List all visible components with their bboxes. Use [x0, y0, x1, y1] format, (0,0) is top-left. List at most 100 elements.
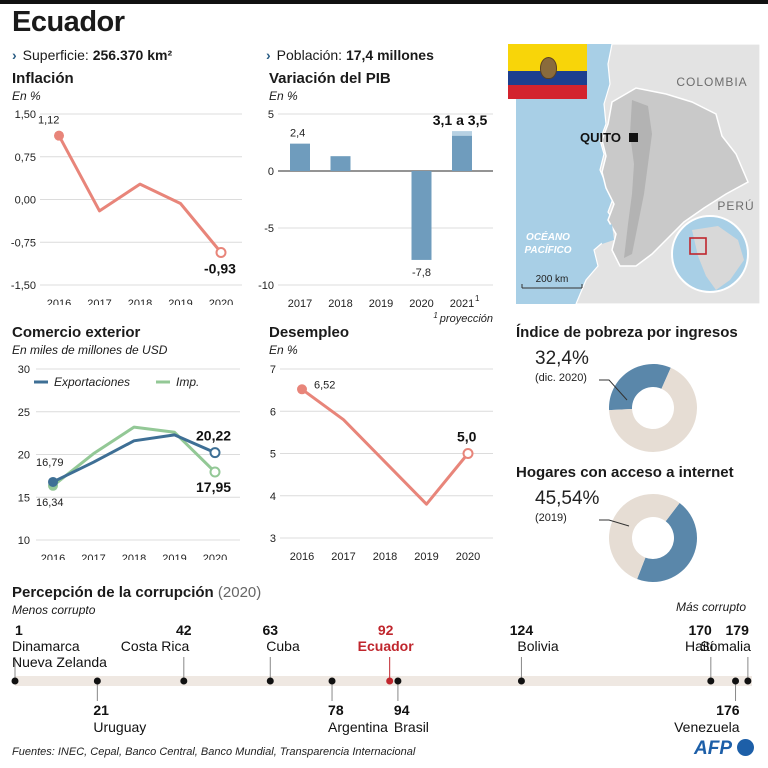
- x-tick-label: 2018: [373, 551, 397, 560]
- internet-title: Hogares con acceso a internet: [516, 464, 734, 481]
- flag-red-band: [508, 85, 587, 99]
- y-tick-label: -5: [264, 223, 274, 235]
- exports-label-last: 20,22: [196, 428, 231, 444]
- inflacion-point-last: [215, 247, 227, 259]
- pib-bar-2021: [452, 135, 472, 171]
- locator-box: [689, 237, 707, 255]
- rank-dot-42: [180, 677, 188, 685]
- desempleo-title: Desempleo: [269, 324, 350, 341]
- desempleo-unit: En %: [269, 343, 298, 357]
- country-label: Bolivia: [517, 638, 558, 654]
- y-tick-label: 5: [270, 449, 276, 461]
- desempleo-label-first: 6,52: [314, 379, 335, 391]
- internet-value-label: 45,54%: [535, 488, 600, 509]
- page-title: Ecuador: [12, 6, 125, 38]
- x-tick-label: 2018: [122, 553, 146, 560]
- pobreza-leader-line: [599, 379, 628, 401]
- country-label: Ecuador: [358, 638, 415, 654]
- x-tick-label: 2017: [81, 553, 105, 560]
- rank-dot-63: [266, 677, 274, 685]
- y-tick-label: 7: [270, 364, 276, 376]
- y-tick-label: 10: [18, 535, 30, 547]
- legend-exports-label: Exportaciones: [54, 375, 130, 389]
- country-label: Argentina: [328, 719, 388, 735]
- rank-dot-21: [93, 677, 101, 685]
- inflacion-chart: 1,50 0,75 0,00 -0,75 -1,50 2016 2017 2018 2019 20…: [11, 109, 242, 305]
- comercio-unit: En miles de millones de USD: [12, 343, 168, 357]
- country-label: Cuba: [266, 638, 300, 654]
- x-tick-label: 2020: [456, 551, 480, 560]
- y-tick-label: 6: [270, 406, 276, 418]
- peru-label: PERÚ: [717, 198, 754, 213]
- internet-chart: 45,54% (2019): [535, 488, 697, 582]
- rank-label-92: 92: [378, 622, 394, 638]
- corruption-title-text: Percepción de la corrupción: [12, 584, 214, 601]
- y-tick-label: 15: [18, 492, 30, 504]
- pib-projection-band: [452, 131, 472, 136]
- country-label: Brasil: [394, 719, 429, 735]
- y-tick-label: 0,75: [15, 152, 36, 164]
- pobreza-title: Índice de pobreza por ingresos: [516, 324, 738, 341]
- x-tick-label: 2017: [87, 298, 111, 305]
- legend-imports-label: Imp.: [176, 375, 199, 389]
- poblacion-value: 17,4 millones: [345, 47, 434, 63]
- x-tick-label: 2019: [168, 298, 192, 305]
- chevron-right-icon: ›: [266, 47, 271, 63]
- imports-point-last: [209, 466, 221, 478]
- pobreza-slice-rest: [609, 367, 697, 452]
- rank-dot-94: [394, 677, 402, 685]
- rank-dot-78: [328, 677, 336, 685]
- superficie-value: 256.370 km²: [92, 47, 173, 63]
- y-tick-label: 5: [268, 109, 274, 121]
- x-tick-label: 2018: [128, 298, 152, 305]
- rank-dot-170: [707, 677, 715, 685]
- country-label: Nueva Zelanda: [12, 654, 107, 670]
- quito-label: QUITO: [580, 130, 621, 145]
- country-label: Haití: [685, 638, 714, 654]
- x-tick-label: 2019: [369, 298, 393, 310]
- rank-label-42: 42: [176, 622, 192, 638]
- x-tick-label: 2020: [409, 298, 433, 310]
- desempleo-chart: 7 6 5 4 3 2016 2017 2018 2019 2020 6,52 5,0: [270, 364, 493, 560]
- more-corrupt-label: Más corrupto: [676, 600, 747, 614]
- desempleo-point-last: [462, 448, 474, 459]
- pib-label-2021: 3,1 a 3,5: [433, 112, 488, 128]
- pobreza-sub-label: (dic. 2020): [535, 372, 587, 384]
- inflacion-unit: En %: [12, 89, 41, 103]
- rank-label-176: 176: [716, 702, 740, 718]
- y-tick-label: -0,75: [11, 237, 36, 249]
- x-tick-label: 2019: [414, 551, 438, 560]
- x-tick-label: 2020: [203, 553, 227, 560]
- country-label: Venezuela: [674, 719, 740, 735]
- rank-label-170: 170: [688, 622, 712, 638]
- pib-bar-2018: [330, 156, 351, 171]
- exports-point-first: [48, 476, 58, 487]
- poblacion-label: Población:: [276, 47, 343, 63]
- rank-label-94: 94: [394, 702, 410, 718]
- country-label: Costa Rica: [121, 638, 190, 654]
- footnote-mark: 1: [475, 294, 480, 303]
- rank-label-78: 78: [328, 702, 344, 718]
- top-rule: [0, 0, 768, 4]
- y-tick-label: 3: [270, 533, 276, 545]
- internet-slice-rest: [609, 494, 680, 580]
- colombia-label: COLOMBIA: [676, 75, 747, 89]
- ecuador-flag: [508, 44, 587, 99]
- superficie-fact: › Superficie: 256.370 km²: [12, 47, 172, 63]
- comercio-chart: 30 25 20 15 10 2016 2017 2018 2019 2020 Exportacio…: [18, 364, 240, 560]
- south-america-shape: [692, 226, 744, 290]
- country-label: Dinamarca: [12, 638, 80, 654]
- afp-logo-text: AFP: [694, 738, 732, 759]
- x-tick-label: 2016: [290, 551, 314, 560]
- rank-dot-1: [11, 677, 19, 685]
- y-tick-label: 1,50: [15, 109, 36, 121]
- pobreza-chart: 32,4% (dic. 2020): [535, 348, 697, 452]
- internet-leader-line: [599, 519, 630, 527]
- country-label: Somalia: [700, 638, 751, 654]
- x-tick-label: 2017: [331, 551, 355, 560]
- poblacion-fact: › Población: 17,4 millones: [266, 47, 434, 63]
- gulf-shape: [598, 224, 614, 244]
- pib-label-2017: 2,4: [290, 128, 305, 140]
- exports-label-first: 16,79: [36, 457, 64, 469]
